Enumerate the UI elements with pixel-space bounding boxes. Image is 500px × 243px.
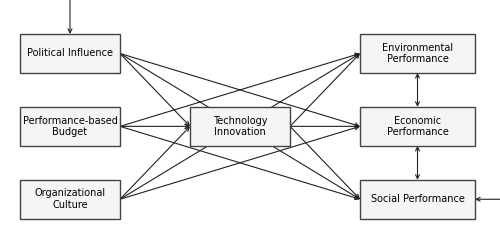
Text: Economic
Performance: Economic Performance [386, 116, 448, 137]
Bar [360, 180, 475, 219]
Text: Performance-based
Budget: Performance-based Budget [22, 116, 118, 137]
Bar [20, 34, 120, 73]
Bar [360, 107, 475, 146]
Text: Organizational
Culture: Organizational Culture [34, 189, 106, 210]
Bar [20, 180, 120, 219]
Bar [360, 34, 475, 73]
Text: Environmental
Performance: Environmental Performance [382, 43, 453, 64]
Bar [190, 107, 290, 146]
Text: Social Performance: Social Performance [370, 194, 464, 204]
Text: Technology
Innovation: Technology Innovation [213, 116, 267, 137]
Bar [20, 107, 120, 146]
Text: Political Influence: Political Influence [27, 48, 113, 59]
